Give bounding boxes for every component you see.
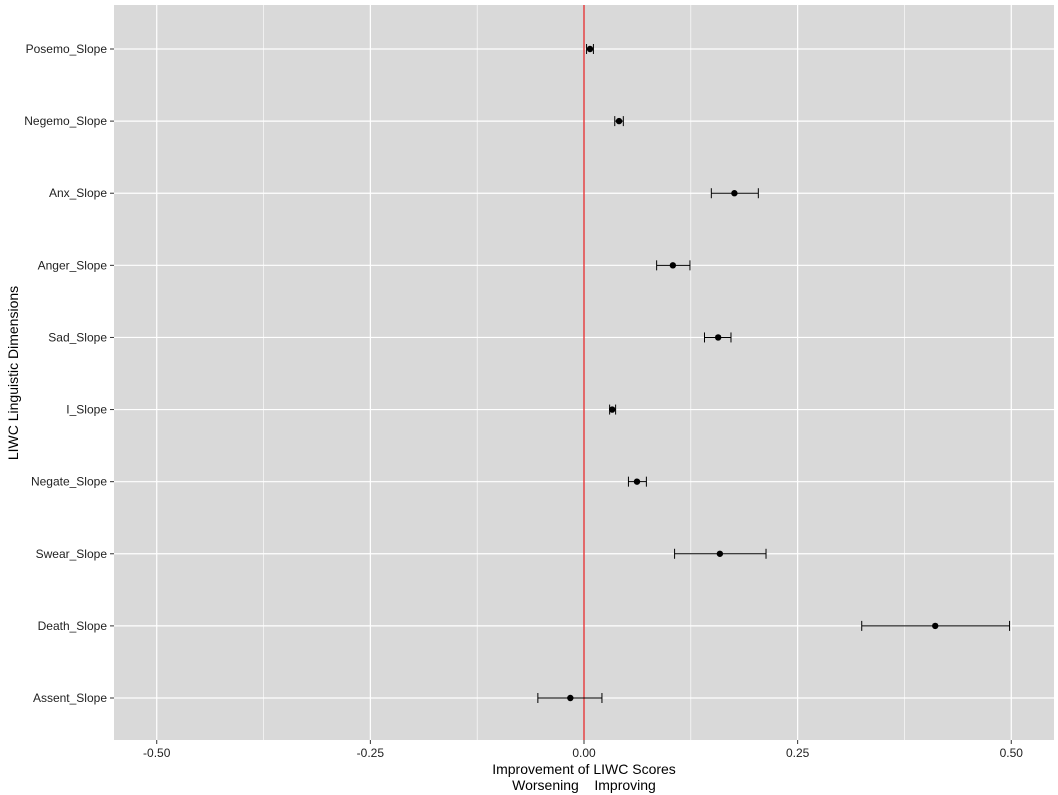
data-point-group	[627, 476, 647, 487]
data-point-group	[656, 260, 691, 271]
data-point	[932, 622, 939, 630]
data-point-group	[674, 548, 767, 559]
data-point	[669, 262, 677, 269]
data-point-group	[861, 620, 1011, 631]
y-tick-label: Negate_Slope	[31, 475, 107, 489]
data-point-group	[537, 693, 603, 703]
data-point	[567, 694, 574, 702]
y-tick-label: Negemo_Slope	[24, 114, 107, 128]
x-tick-label: 0.50	[1000, 746, 1024, 760]
x-tick-label: 0.25	[786, 746, 810, 760]
y-axis: Posemo_Slope Negemo_Slope Anx_Slope Anger_S…	[24, 42, 114, 705]
y-tick-label: I_Slope	[66, 403, 107, 417]
y-tick-label: Sad_Slope	[48, 330, 107, 344]
data-layer	[537, 44, 1011, 703]
y-tick-label: Assent_Slope	[33, 691, 107, 705]
x-axis: -0.50 -0.25 0.00 0.25 0.50	[143, 740, 1023, 760]
x-tick-label: 0.00	[572, 746, 596, 760]
data-point	[609, 406, 616, 413]
y-tick-label: Swear_Slope	[36, 547, 108, 561]
data-point	[731, 190, 738, 197]
data-point-group	[703, 332, 732, 343]
y-tick-label: Death_Slope	[38, 619, 108, 633]
y-tick-label: Anger_Slope	[38, 258, 108, 272]
data-point-group	[586, 44, 594, 54]
data-point-group	[609, 404, 617, 415]
data-point-group	[614, 116, 624, 127]
data-point-group	[710, 188, 759, 199]
x-tick-label: -0.50	[143, 746, 171, 760]
data-point	[633, 478, 641, 485]
data-point	[615, 117, 623, 125]
y-tick-label: Posemo_Slope	[26, 42, 108, 56]
x-tick-label: -0.25	[357, 746, 385, 760]
x-axis-subtitle: Worsening Improving	[512, 777, 656, 793]
data-point	[586, 45, 594, 53]
data-point	[714, 334, 722, 341]
y-axis-title: LIWC Linguistic Dimensions	[5, 286, 21, 460]
x-axis-title: Improvement of LIWC Scores	[492, 761, 676, 777]
data-point	[716, 550, 724, 557]
y-tick-label: Anx_Slope	[49, 186, 107, 200]
